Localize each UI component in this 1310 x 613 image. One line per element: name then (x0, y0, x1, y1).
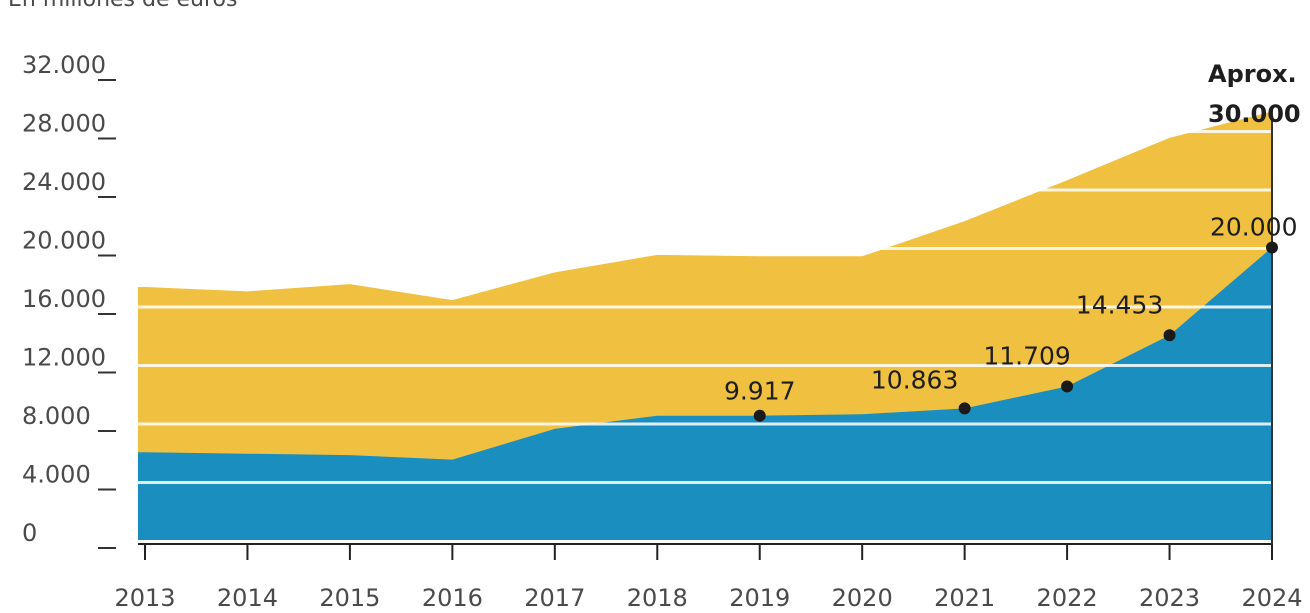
data-point-label: 20.000 (1210, 213, 1297, 242)
data-point-marker (753, 409, 766, 422)
top-annotation-line: Aprox. (1208, 60, 1297, 88)
y-tick-label: 24.000 (22, 168, 106, 196)
data-point-label: 14.453 (1076, 290, 1163, 319)
x-tick-label: 2013 (114, 584, 175, 612)
data-point-label: 10.863 (871, 365, 958, 394)
x-tick-label: 2018 (627, 584, 688, 612)
unit-label: En millones de euros (8, 0, 237, 12)
y-tick-label: 28.000 (22, 110, 106, 138)
y-tick-label: 16.000 (22, 285, 106, 313)
y-tick-label: 20.000 (22, 227, 106, 255)
x-tick-label: 2024 (1241, 584, 1302, 612)
x-tick-label: 2016 (422, 584, 483, 612)
y-tick-label: 4.000 (22, 461, 91, 489)
x-tick-label: 2020 (832, 584, 893, 612)
y-tick-label: 8.000 (22, 402, 91, 430)
data-point-marker (958, 402, 971, 415)
top-annotation-line: 30.000 (1208, 100, 1301, 128)
x-tick-label: 2019 (729, 584, 790, 612)
y-tick-label: 12.000 (22, 344, 106, 372)
data-point-marker (1061, 380, 1074, 393)
y-tick-label: 32.000 (22, 51, 106, 79)
data-point-marker (1163, 329, 1176, 342)
y-tick-label: 0 (22, 519, 37, 547)
x-tick-label: 2022 (1037, 584, 1098, 612)
x-tick-label: 2021 (934, 584, 995, 612)
x-tick-label: 2014 (217, 584, 278, 612)
data-point-marker (1266, 241, 1278, 254)
x-tick-label: 2017 (524, 584, 585, 612)
area-series-1 (138, 247, 1272, 540)
data-point-label: 11.709 (983, 341, 1070, 370)
x-tick-label: 2015 (319, 584, 380, 612)
x-tick-label: 2023 (1139, 584, 1200, 612)
data-point-label: 9.917 (724, 377, 796, 406)
